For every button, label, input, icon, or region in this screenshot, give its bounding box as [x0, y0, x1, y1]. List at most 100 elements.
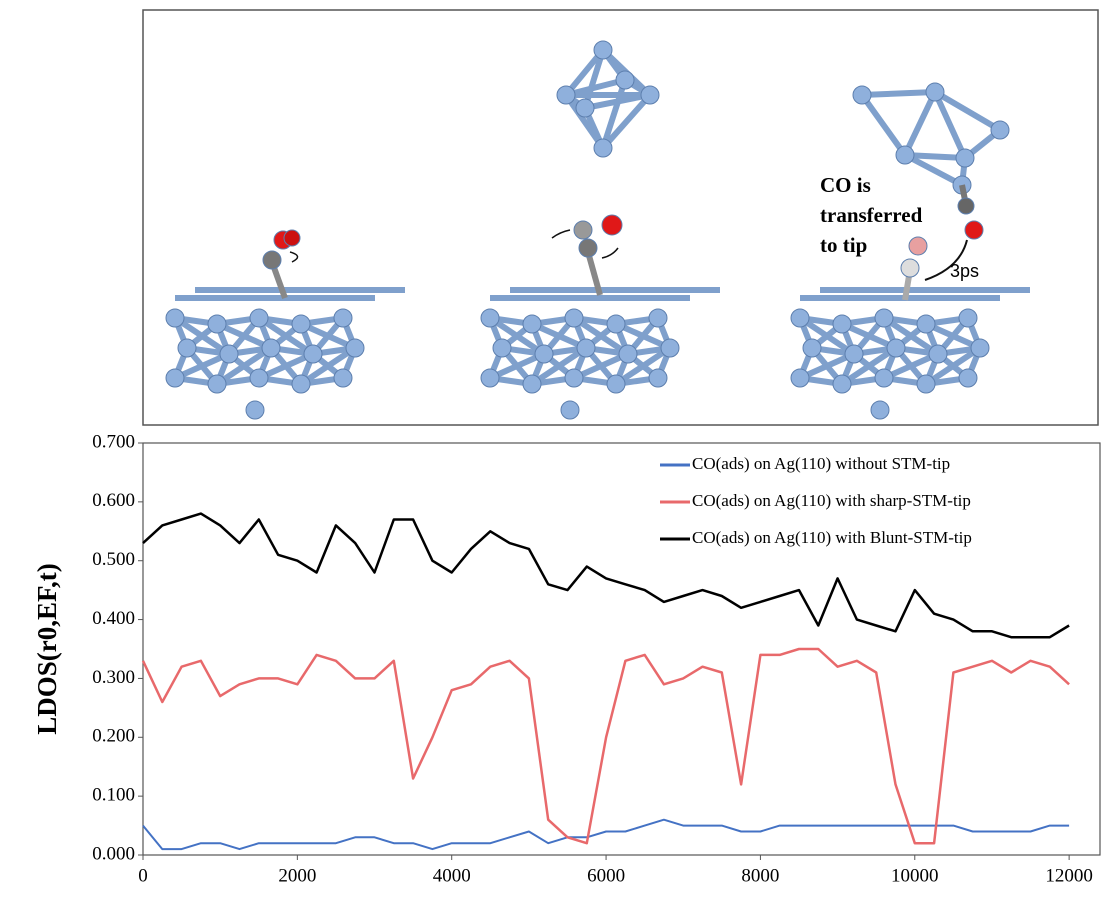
atom — [991, 121, 1009, 139]
figure: CO is transferred to tip 3ps LDOS(r0,EF,… — [0, 0, 1105, 899]
atom — [535, 345, 553, 363]
series-line — [143, 649, 1069, 843]
atom — [208, 375, 226, 393]
x-tick-label: 8000 — [741, 865, 779, 886]
x-tick-label: 0 — [138, 865, 148, 886]
atom — [959, 369, 977, 387]
atom — [602, 215, 622, 235]
atom — [263, 251, 281, 269]
atom — [334, 369, 352, 387]
atom — [896, 146, 914, 164]
atom — [909, 237, 927, 255]
atom — [334, 309, 352, 327]
time-label: 3ps — [950, 261, 979, 281]
atom — [250, 369, 268, 387]
y-tick-label: 0.300 — [92, 667, 135, 688]
x-tick-label: 4000 — [433, 865, 471, 886]
atom — [845, 345, 863, 363]
atom — [871, 401, 889, 419]
y-tick-label: 0.100 — [92, 785, 135, 806]
atom — [523, 315, 541, 333]
annotation: CO is transferred to tip — [820, 173, 923, 257]
arrow — [552, 230, 570, 238]
atom — [619, 345, 637, 363]
legend-label: CO(ads) on Ag(110) without STM-tip — [692, 454, 950, 473]
annotation-line: CO is — [820, 173, 871, 197]
atom — [971, 339, 989, 357]
atom — [178, 339, 196, 357]
y-tick-label: 0.500 — [92, 549, 135, 570]
atom — [557, 86, 575, 104]
page: CO is transferred to tip 3ps LDOS(r0,EF,… — [0, 0, 1105, 904]
y-tick-label: 0.400 — [92, 608, 135, 629]
atom — [523, 375, 541, 393]
bond — [862, 95, 905, 155]
y-axis-label: LDOS(r0,EF,t) — [32, 563, 62, 735]
atom — [833, 315, 851, 333]
atom — [574, 221, 592, 239]
x-tick-label: 2000 — [278, 865, 316, 886]
atom — [853, 86, 871, 104]
atom — [579, 239, 597, 257]
atom — [641, 86, 659, 104]
annotation-line: transferred — [820, 203, 923, 227]
atom — [304, 345, 322, 363]
atom-diagram — [166, 41, 1030, 419]
atom — [661, 339, 679, 357]
atom — [292, 315, 310, 333]
bond — [862, 92, 935, 95]
atom — [576, 99, 594, 117]
atom — [292, 375, 310, 393]
legend-label: CO(ads) on Ag(110) with Blunt-STM-tip — [692, 528, 972, 547]
atom — [208, 315, 226, 333]
atom — [246, 401, 264, 419]
atom — [262, 339, 280, 357]
y-tick-label: 0.600 — [92, 490, 135, 511]
atom — [607, 315, 625, 333]
atom — [965, 221, 983, 239]
atom — [926, 83, 944, 101]
atom — [901, 259, 919, 277]
atom — [791, 369, 809, 387]
annotation-line: to tip — [820, 233, 867, 257]
atom — [607, 375, 625, 393]
atom — [220, 345, 238, 363]
atom — [493, 339, 511, 357]
atom — [917, 375, 935, 393]
atom — [577, 339, 595, 357]
atom — [958, 198, 974, 214]
atom — [649, 309, 667, 327]
atom — [929, 345, 947, 363]
atom — [594, 41, 612, 59]
y-tick-label: 0.000 — [92, 843, 135, 864]
arrow — [290, 252, 298, 262]
atom — [887, 339, 905, 357]
atom — [166, 309, 184, 327]
atom — [791, 309, 809, 327]
atom — [594, 139, 612, 157]
y-tick-label: 0.200 — [92, 726, 135, 747]
series-line — [143, 820, 1069, 849]
atom — [956, 149, 974, 167]
atom — [616, 71, 634, 89]
x-tick-label: 10000 — [891, 865, 939, 886]
atom — [250, 309, 268, 327]
atom — [284, 230, 300, 246]
atom — [959, 309, 977, 327]
bond — [905, 92, 935, 155]
atom — [166, 369, 184, 387]
atom — [481, 369, 499, 387]
atom — [565, 309, 583, 327]
atom — [833, 375, 851, 393]
atom — [481, 309, 499, 327]
atom — [565, 369, 583, 387]
atom — [875, 309, 893, 327]
atom — [803, 339, 821, 357]
arrow — [602, 248, 618, 258]
x-tick-label: 12000 — [1045, 865, 1093, 886]
atom — [346, 339, 364, 357]
legend-label: CO(ads) on Ag(110) with sharp-STM-tip — [692, 491, 971, 510]
y-tick-label: 0.700 — [92, 431, 135, 452]
atom — [917, 315, 935, 333]
atom — [875, 369, 893, 387]
